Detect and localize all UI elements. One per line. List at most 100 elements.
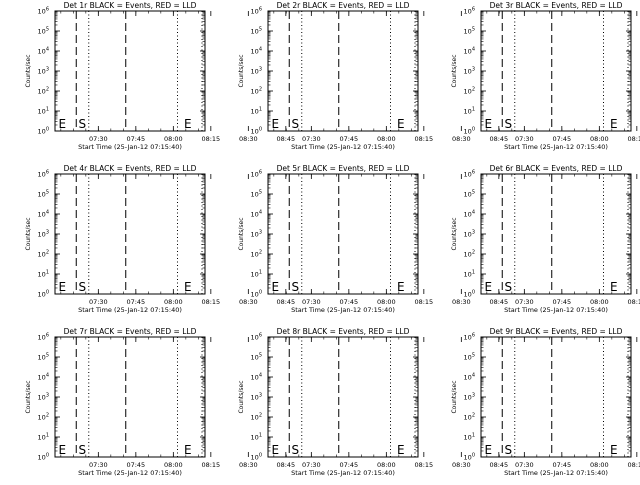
y-tick-label: 104 [38,47,49,56]
y-tick-label: 100 [251,127,262,136]
marker-s-label: S [292,117,300,131]
x-tick-label: 07:45 [339,461,358,469]
marker-e-label: E [272,280,280,294]
marker-e-label: E [485,443,493,457]
x-tick-label: 08:00 [377,298,396,306]
y-tick-label: 106 [464,7,475,16]
x-tick-label: 07:30 [302,461,321,469]
y-tick-label: 103 [464,393,475,402]
x-axis-label: Start Time (25-Jan-12 07:15:40) [78,143,182,151]
y-tick-label: 106 [38,333,49,342]
y-tick-label: 105 [464,190,475,199]
x-tick-label: 08:15 [201,135,220,143]
y-axis-label: Counts/sec [238,217,245,250]
y-tick-label: 103 [38,393,49,402]
detector-panel-5: Det 5r BLACK = Events, RED = LLD 100 101 10… [238,164,508,314]
y-tick-label: 100 [38,290,49,299]
x-tick-label: 08:00 [377,135,396,143]
x-tick-label: 08:15 [201,298,220,306]
x-tick-label: 07:45 [126,298,145,306]
y-tick-label: 100 [251,290,262,299]
x-tick-label: 08:15 [414,298,433,306]
y-tick-label: 103 [38,67,49,76]
y-tick-label: 106 [38,170,49,179]
marker-s-label: S [292,280,300,294]
y-tick-label: 102 [38,250,49,259]
y-axis-label: Counts/sec [238,54,245,87]
x-tick-label: 08:30 [239,298,258,306]
x-axis-label: Start Time (25-Jan-12 07:15:40) [78,469,182,477]
y-tick-label: 101 [38,107,49,116]
x-tick-label: 08:15 [627,461,640,469]
y-tick-label: 106 [464,333,475,342]
plot-frame [54,173,206,295]
y-axis-label: Counts/sec [25,380,32,413]
y-tick-label: 104 [38,373,49,382]
x-tick-label: 08:15 [414,135,433,143]
y-tick-label: 102 [464,413,475,422]
y-axis-label: Counts/sec [238,380,245,413]
x-tick-label: 07:30 [515,135,534,143]
y-tick-label: 103 [464,67,475,76]
x-tick-label: 08:15 [414,461,433,469]
marker-e-label: E [184,280,192,294]
y-tick-label: 106 [464,170,475,179]
plot-frame [54,336,206,458]
x-tick-label: 08:00 [590,298,609,306]
x-axis-label: Start Time (25-Jan-12 07:15:40) [291,306,395,314]
x-axis-label: Start Time (25-Jan-12 07:15:40) [78,306,182,314]
y-tick-label: 101 [38,270,49,279]
y-tick-label: 101 [464,433,475,442]
y-tick-label: 103 [251,67,262,76]
x-tick-label: 07:30 [302,135,321,143]
y-tick-label: 104 [38,210,49,219]
y-tick-label: 105 [38,190,49,199]
y-tick-label: 104 [251,47,262,56]
marker-s-label: S [505,443,513,457]
y-tick-label: 100 [464,127,475,136]
y-axis-label: Counts/sec [25,217,32,250]
x-tick-label: 07:30 [89,135,108,143]
y-tick-label: 100 [464,453,475,462]
y-tick-label: 102 [38,413,49,422]
y-tick-label: 103 [251,393,262,402]
x-axis-label: Start Time (25-Jan-12 07:15:40) [504,306,608,314]
panel-title: Det 9r BLACK = Events, RED = LLD [490,327,623,336]
marker-e-label: E [485,117,493,131]
marker-e-label: E [59,117,67,131]
marker-e-label: E [184,117,192,131]
x-tick-label: 07:45 [339,135,358,143]
detector-panel-9: Det 9r BLACK = Events, RED = LLD 100 101 10… [451,327,640,477]
detector-panel-6: Det 6r BLACK = Events, RED = LLD 100 101 10… [451,164,640,314]
marker-e-label: E [397,443,405,457]
panel-title: Det 5r BLACK = Events, RED = LLD [277,164,410,173]
y-axis-label: Counts/sec [451,217,458,250]
x-tick-label: 08:30 [452,461,471,469]
plot-frame [480,173,632,295]
y-tick-label: 101 [464,107,475,116]
x-tick-label: 08:00 [377,461,396,469]
panel-title: Det 7r BLACK = Events, RED = LLD [64,327,197,336]
plot-frame [54,10,206,132]
y-tick-label: 105 [38,27,49,36]
marker-e-label: E [610,280,618,294]
detector-panel-3: Det 3r BLACK = Events, RED = LLD 100 101 10… [451,1,640,151]
y-tick-label: 100 [464,290,475,299]
detector-panel-1: Det 1r BLACK = Events, RED = LLD 100 101 10… [25,1,295,151]
y-tick-label: 104 [464,210,475,219]
x-tick-label: 08:15 [627,298,640,306]
y-tick-label: 103 [38,230,49,239]
y-axis-label: Counts/sec [25,54,32,87]
detector-panel-2: Det 2r BLACK = Events, RED = LLD 100 101 10… [238,1,508,151]
y-tick-label: 102 [251,413,262,422]
marker-s-label: S [79,117,87,131]
x-axis-label: Start Time (25-Jan-12 07:15:40) [504,469,608,477]
marker-e-label: E [397,117,405,131]
marker-e-label: E [59,280,67,294]
marker-s-label: S [79,280,87,294]
plot-frame [267,10,419,132]
y-tick-label: 105 [251,27,262,36]
plot-frame [480,10,632,132]
